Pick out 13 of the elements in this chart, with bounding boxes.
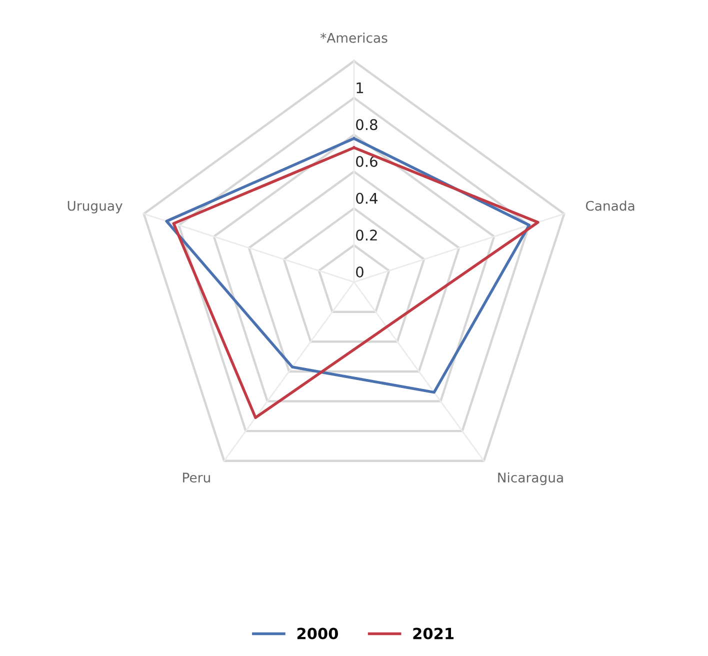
spoke-label: Canada: [586, 200, 634, 211]
spoke-label: Nicaragua: [498, 472, 563, 486]
spoke-label: Uruguay: [68, 200, 122, 214]
y-tick-label: 0.2: [356, 230, 377, 241]
y-tick-label: 1: [356, 82, 364, 94]
y-tick-label: 0: [356, 266, 364, 278]
y-tick-label: 0.6: [356, 156, 378, 167]
legend-label: 2021: [413, 628, 454, 640]
legend-label: 2000: [297, 628, 338, 640]
y-tick-label: 0.4: [356, 192, 378, 204]
y-tick-label: 0.8: [356, 119, 378, 130]
spoke-label: Peru: [183, 472, 210, 483]
spoke-label: *Americas: [320, 32, 388, 43]
